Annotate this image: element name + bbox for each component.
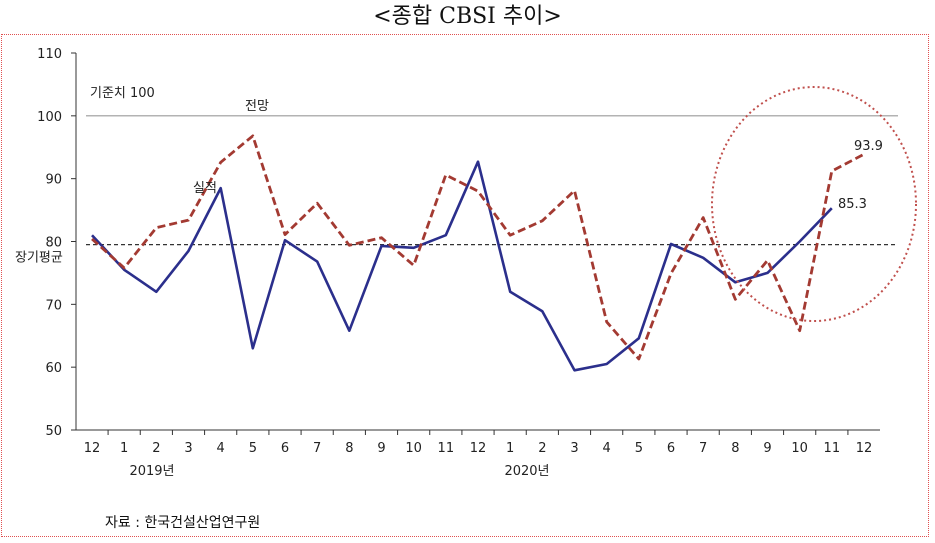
forecast-series-label: 전망 [245, 99, 269, 114]
x-tick-label: 10 [791, 441, 808, 456]
y-tick-label: 80 [45, 236, 62, 251]
y-tick-label: 50 [45, 424, 62, 439]
reference-line-label: 기준치 100 [90, 86, 155, 101]
x-tick-label: 11 [438, 441, 455, 456]
x-tick-label: 11 [824, 441, 841, 456]
x-tick-label: 8 [345, 441, 353, 456]
x-tick-label: 5 [249, 441, 257, 456]
x-tick-label: 12 [856, 441, 873, 456]
y-tick-label: 100 [37, 110, 62, 125]
x-tick-label: 6 [667, 441, 675, 456]
actual-last-value-label: 85.3 [838, 197, 867, 212]
x-tick-label: 4 [603, 441, 611, 456]
x-tick-label: 10 [405, 441, 422, 456]
x-tick-label: 3 [570, 441, 578, 456]
y-tick-label: 70 [45, 298, 62, 313]
x-tick-label: 9 [377, 441, 385, 456]
x-tick-label: 1 [506, 441, 514, 456]
actual-series-label: 실적 [193, 181, 217, 196]
x-tick-label: 6 [281, 441, 289, 456]
forecast-series-line [91, 134, 865, 361]
year-label-2020: 2020년 [504, 464, 549, 479]
chart-title: <종합 CBSI 추이> [373, 4, 562, 29]
x-tick-label: 8 [731, 441, 739, 456]
long-term-average-label: 장기평균 [15, 251, 63, 266]
source-note: 자료 : 한국건설산업연구원 [105, 515, 261, 531]
forecast-last-value-label: 93.9 [854, 139, 883, 154]
x-tick-label: 4 [217, 441, 225, 456]
x-tick-label: 1 [120, 441, 128, 456]
y-tick-label: 60 [45, 361, 62, 376]
x-tick-label: 9 [763, 441, 771, 456]
x-tick-label: 3 [184, 441, 192, 456]
highlight-circle [711, 86, 917, 322]
x-tick-label: 2 [152, 441, 160, 456]
x-tick-label: 2 [538, 441, 546, 456]
actual-series-line [91, 160, 833, 372]
y-tick-label: 90 [45, 173, 62, 188]
y-tick-label: 110 [37, 47, 62, 62]
chart-frame [1, 34, 929, 537]
x-tick-label: 7 [699, 441, 707, 456]
x-tick-label: 12 [470, 441, 487, 456]
year-label-2019: 2019년 [129, 464, 174, 479]
x-tick-label: 12 [84, 441, 101, 456]
x-tick-label: 5 [635, 441, 643, 456]
x-tick-label: 7 [313, 441, 321, 456]
